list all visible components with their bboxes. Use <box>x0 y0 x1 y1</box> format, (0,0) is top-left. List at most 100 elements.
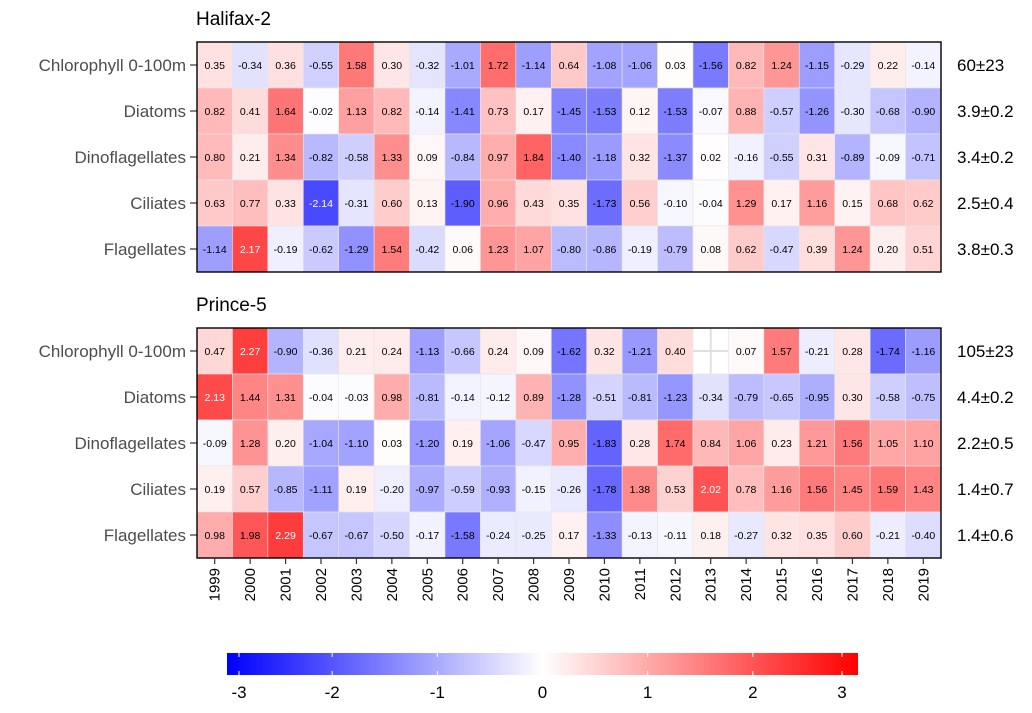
heatmap-cell <box>834 373 871 421</box>
cell-value-label: 0.17 <box>771 198 792 210</box>
heatmap-cell <box>373 133 410 181</box>
cell-value-label: 0.03 <box>382 438 403 450</box>
heatmap-cell <box>657 465 694 513</box>
heatmap-cell <box>692 465 729 513</box>
cell-value-label: -0.14 <box>451 392 475 404</box>
cell-value-label: -0.25 <box>522 530 546 542</box>
heatmap-cell <box>798 133 836 181</box>
cell-value-label: 0.32 <box>630 152 651 164</box>
heatmap-cell <box>586 133 623 181</box>
heatmap-cell <box>586 511 623 559</box>
heatmap-cell <box>834 179 871 227</box>
year-label: 1999 <box>207 568 224 601</box>
cell-value-label: 0.24 <box>382 346 403 358</box>
heatmap-cell <box>373 41 410 89</box>
cell-value-label: -0.80 <box>557 244 581 256</box>
cell-value-label: 0.28 <box>842 346 863 358</box>
heatmap-cell <box>302 419 340 467</box>
cell-value-label: 0.20 <box>878 244 899 256</box>
cell-value-label: 1.59 <box>878 484 899 496</box>
heatmap-cell <box>515 465 552 513</box>
cell-value-label: 1.74 <box>665 438 686 450</box>
heatmap-cell <box>834 419 871 467</box>
cell-value-label: -1.83 <box>592 438 616 450</box>
row-summary: 4.4±0.2 <box>957 388 1014 407</box>
cell-value-label: -0.34 <box>699 392 723 404</box>
cell-value-label: 0.06 <box>452 244 473 256</box>
row-label: Chlorophyll 0-100m <box>39 56 186 75</box>
cell-value-label: 0.02 <box>700 152 721 164</box>
cell-value-label: -0.27 <box>734 530 758 542</box>
year-label: 2005 <box>419 568 436 601</box>
colorbar-tick-label: 2 <box>748 683 757 702</box>
heatmap-cell <box>515 179 552 227</box>
heatmap-cell <box>869 225 906 273</box>
heatmap-cell <box>267 133 304 181</box>
heatmap-cell <box>728 511 765 559</box>
cell-value-label: 0.32 <box>594 346 615 358</box>
heatmap-cell <box>232 465 269 513</box>
heatmap-cell <box>905 465 942 513</box>
year-label: 2000 <box>242 568 259 601</box>
heatmap-cell <box>444 373 481 421</box>
cell-value-label: 0.31 <box>807 152 828 164</box>
cell-value-label: -0.11 <box>664 530 687 542</box>
cell-value-label: 0.84 <box>700 438 721 450</box>
cell-value-label: -0.34 <box>238 60 262 72</box>
cell-value-label: 0.28 <box>630 438 651 450</box>
cell-value-label: 0.17 <box>559 530 580 542</box>
cell-value-label: -1.08 <box>592 60 616 72</box>
cell-value-label: 0.62 <box>913 198 934 210</box>
heatmap-cell <box>621 225 658 273</box>
year-label: 2008 <box>526 568 543 601</box>
cell-value-label: -1.01 <box>451 60 475 72</box>
cell-value-label: -0.55 <box>770 152 794 164</box>
cell-value-label: 0.51 <box>913 244 934 256</box>
heatmap-cell <box>550 373 588 421</box>
year-label: 2017 <box>844 568 861 601</box>
row-summary: 3.8±0.3 <box>957 240 1014 259</box>
cell-value-label: -0.65 <box>770 392 794 404</box>
cell-value-label: -0.86 <box>592 244 616 256</box>
cell-value-label: -0.47 <box>770 244 794 256</box>
heatmap-cell <box>196 419 233 467</box>
cell-value-label: -0.36 <box>309 346 333 358</box>
cell-value-label: 1.57 <box>771 346 792 358</box>
heatmap-cell <box>905 511 942 559</box>
cell-value-label: -1.53 <box>663 106 687 118</box>
cell-value-label: -1.14 <box>522 60 546 72</box>
heatmap-cell <box>905 225 942 273</box>
cell-value-label: -1.26 <box>805 106 829 118</box>
heatmap-cell <box>196 41 233 89</box>
cell-value-label: -1.90 <box>451 198 475 210</box>
heatmap-cell <box>798 179 836 227</box>
cell-value-label: 1.72 <box>488 60 509 72</box>
heatmap-cell <box>621 465 658 513</box>
cell-value-label: 1.07 <box>523 244 544 256</box>
year-label: 2018 <box>880 568 897 601</box>
year-label: 2013 <box>703 568 720 601</box>
heatmap-cell <box>763 87 800 135</box>
heatmap-cell <box>905 327 942 375</box>
heatmap-cell <box>302 511 340 559</box>
cell-value-label: -1.06 <box>486 438 510 450</box>
cell-value-label: -0.31 <box>344 198 368 210</box>
cell-value-label: -0.66 <box>451 346 475 358</box>
cell-value-label: 0.09 <box>417 152 438 164</box>
cell-value-label: 0.88 <box>736 106 757 118</box>
heatmap-cell <box>869 41 906 89</box>
heatmap-cell <box>196 327 233 375</box>
cell-value-label: -0.62 <box>309 244 333 256</box>
heatmap-cell <box>480 179 517 227</box>
row-label: Ciliates <box>130 480 186 499</box>
cell-value-label: -1.73 <box>592 198 616 210</box>
cell-value-label: 0.40 <box>665 346 686 358</box>
year-label: 2015 <box>774 568 791 601</box>
cell-value-label: 1.13 <box>346 106 367 118</box>
cell-value-label: 0.19 <box>452 438 473 450</box>
heatmap-cell <box>763 225 800 273</box>
heatmap-cell <box>621 179 658 227</box>
year-label: 2004 <box>384 568 401 601</box>
cell-value-label: -0.09 <box>876 152 900 164</box>
cell-value-label: 1.38 <box>630 484 651 496</box>
